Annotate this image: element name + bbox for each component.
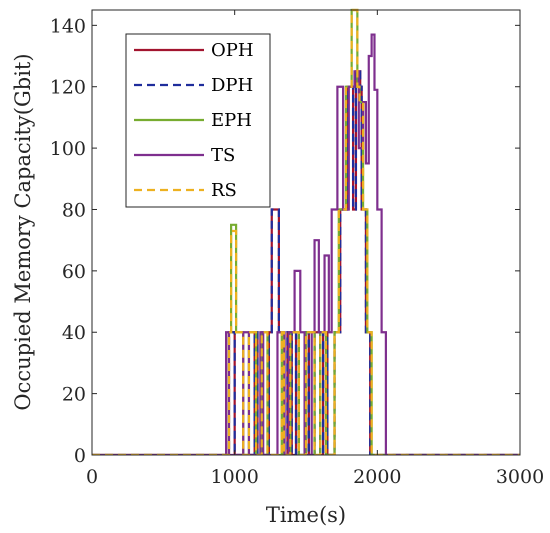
x-tick-label: 0 xyxy=(86,466,98,488)
series-layer xyxy=(92,8,520,455)
y-axis-label: Occupied Memory Capacity(Gbit) xyxy=(11,53,35,410)
y-tick-label: 60 xyxy=(62,261,86,283)
x-tick-label: 2000 xyxy=(353,466,401,488)
x-axis-label: Time(s) xyxy=(266,503,346,527)
legend-label-dph: DPH xyxy=(211,75,253,96)
y-axis-ticks: 0 20 40 60 80 100 120 140 xyxy=(50,15,520,467)
legend-label-rs: RS xyxy=(211,180,237,201)
legend: OPH DPH EPH TS RS xyxy=(125,33,271,208)
series-line-dph xyxy=(92,70,520,455)
y-tick-label: 120 xyxy=(50,77,86,99)
x-tick-label: 3000 xyxy=(496,466,544,488)
y-tick-label: 80 xyxy=(62,199,86,221)
y-tick-label: 140 xyxy=(50,15,86,37)
series-line-ts xyxy=(92,33,520,455)
y-tick-label: 0 xyxy=(74,445,86,467)
legend-label-oph: OPH xyxy=(211,40,254,61)
legend-label-ts: TS xyxy=(211,145,235,166)
x-axis-ticks: 0 1000 2000 3000 xyxy=(86,10,544,488)
plot-frame xyxy=(91,9,521,456)
y-tick-label: 100 xyxy=(50,138,86,160)
y-tick-label: 20 xyxy=(62,384,86,406)
x-tick-label: 1000 xyxy=(210,466,258,488)
y-tick-label: 40 xyxy=(62,322,86,344)
legend-label-eph: EPH xyxy=(211,110,252,131)
